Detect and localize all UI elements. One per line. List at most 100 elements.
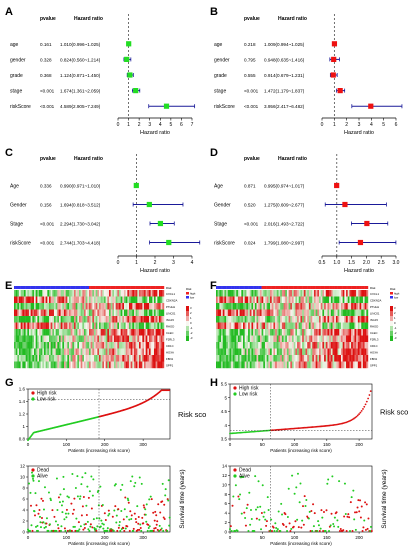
heatmap-cell: [344, 348, 347, 356]
heatmap-cell: [290, 309, 293, 317]
heatmap-cell: [100, 342, 103, 349]
heatmap-cell: [357, 355, 360, 362]
heatmap-cell: [59, 355, 61, 362]
risk-bar-cell: [224, 286, 227, 289]
high-risk-point: [324, 425, 327, 427]
heatmap-cell: [258, 335, 261, 343]
legend-scale-cell: [390, 311, 393, 316]
heatmap-cell: [104, 329, 106, 336]
heatmap-cell: [20, 348, 23, 356]
heatmap-cell: [332, 355, 335, 362]
risk-bar-cell: [217, 286, 220, 289]
heatmap-cell: [154, 329, 156, 336]
heatmap-cell: [356, 316, 359, 323]
alive-point: [115, 514, 118, 517]
heatmap-cell: [105, 309, 108, 317]
heatmap-cell: [307, 309, 310, 317]
heatmap-cell: [69, 342, 71, 349]
heatmap-cell: [241, 361, 244, 369]
risk-bar-cell: [45, 286, 48, 289]
heatmap-cell: [236, 322, 239, 330]
heatmap-cell: [222, 316, 225, 323]
heatmap-cell: [324, 361, 326, 369]
alive-point: [279, 530, 282, 533]
heatmap-cell: [315, 355, 318, 362]
dead-point: [231, 504, 234, 507]
heatmap-cell: [232, 296, 235, 304]
dead-point: [150, 498, 153, 501]
heatmap-cell: [313, 342, 316, 349]
heatmap-cell: [139, 348, 141, 356]
heatmap-cell: [159, 290, 161, 297]
heatmap-cell: [49, 303, 51, 310]
low-risk-point: [251, 430, 253, 433]
heatmap-cell: [327, 329, 330, 336]
heatmap-cell: [253, 335, 256, 343]
heatmap-cell: [135, 329, 138, 336]
heatmap-cell: [17, 290, 20, 297]
heatmap-cell: [302, 296, 305, 304]
y-axis-label: Survival time (years): [381, 469, 388, 528]
heatmap-cell: [60, 303, 63, 310]
heatmap-cell: [346, 335, 348, 343]
heatmap-cell: [261, 322, 264, 330]
heatmap-cell: [300, 309, 303, 317]
heatmap-cell: [107, 355, 110, 362]
heatmap-cell: [330, 355, 333, 362]
heatmap-cell: [140, 361, 143, 369]
high-risk-point: [297, 427, 300, 430]
low-risk-point: [249, 431, 252, 433]
heatmap-cell: [24, 316, 26, 323]
row-label: Gender: [214, 203, 231, 209]
heatmap-cell: [79, 335, 81, 343]
heatmap-cell: [276, 329, 279, 336]
heatmap-cell: [313, 296, 316, 304]
heatmap-cell: [249, 361, 252, 369]
heatmap-cell: [241, 296, 244, 304]
heatmap-cell: [105, 355, 108, 362]
heatmap-cell: [24, 342, 26, 349]
heatmap-cell: [248, 303, 250, 310]
heatmap-cell: [357, 342, 360, 349]
alive-point: [114, 483, 117, 486]
heatmap-cell: [261, 309, 264, 317]
heatmap-cell: [22, 335, 25, 343]
heatmap-cell: [216, 329, 218, 336]
heatmap-cell: [330, 322, 333, 330]
heatmap-cell: [60, 296, 63, 304]
heatmap-cell: [140, 290, 143, 297]
heatmap-cell: [246, 348, 249, 356]
risk-bar-cell: [67, 286, 70, 289]
heatmap-cell: [65, 335, 68, 343]
heatmap-cell: [297, 348, 299, 356]
risk-bar-cell: [312, 286, 315, 289]
dead-point: [361, 530, 364, 533]
heatmap-cell: [77, 316, 80, 323]
heatmap-cell: [15, 322, 18, 330]
risk-bar-cell: [232, 286, 235, 289]
risk-bar-cell: [335, 286, 338, 289]
dead-point: [318, 530, 321, 533]
heatmap-cell: [92, 329, 95, 336]
risk-bar-cell: [270, 286, 272, 289]
heatmap-cell: [219, 329, 222, 336]
legend-scale-cell: [390, 306, 393, 311]
x-tick-label: 7: [191, 122, 194, 128]
heatmap-cell: [32, 329, 35, 336]
heatmap-cell: [147, 361, 150, 369]
heatmap-cell: [315, 329, 318, 336]
heatmap-cell: [356, 348, 359, 356]
heatmap-cell: [35, 309, 38, 317]
heatmap-cell: [105, 316, 108, 323]
heatmap-cell: [217, 348, 220, 356]
heatmap-cell: [149, 316, 151, 323]
alive-point: [324, 530, 327, 533]
alive-point: [244, 516, 247, 519]
heatmap-cell: [115, 309, 118, 317]
heatmap-cell: [77, 322, 80, 330]
legend-scale-label: 2: [190, 311, 192, 315]
heatmap-cell: [246, 309, 249, 317]
heatmap-cell: [315, 296, 318, 304]
heatmap-cell: [298, 290, 301, 297]
heatmap-cell: [94, 309, 96, 317]
